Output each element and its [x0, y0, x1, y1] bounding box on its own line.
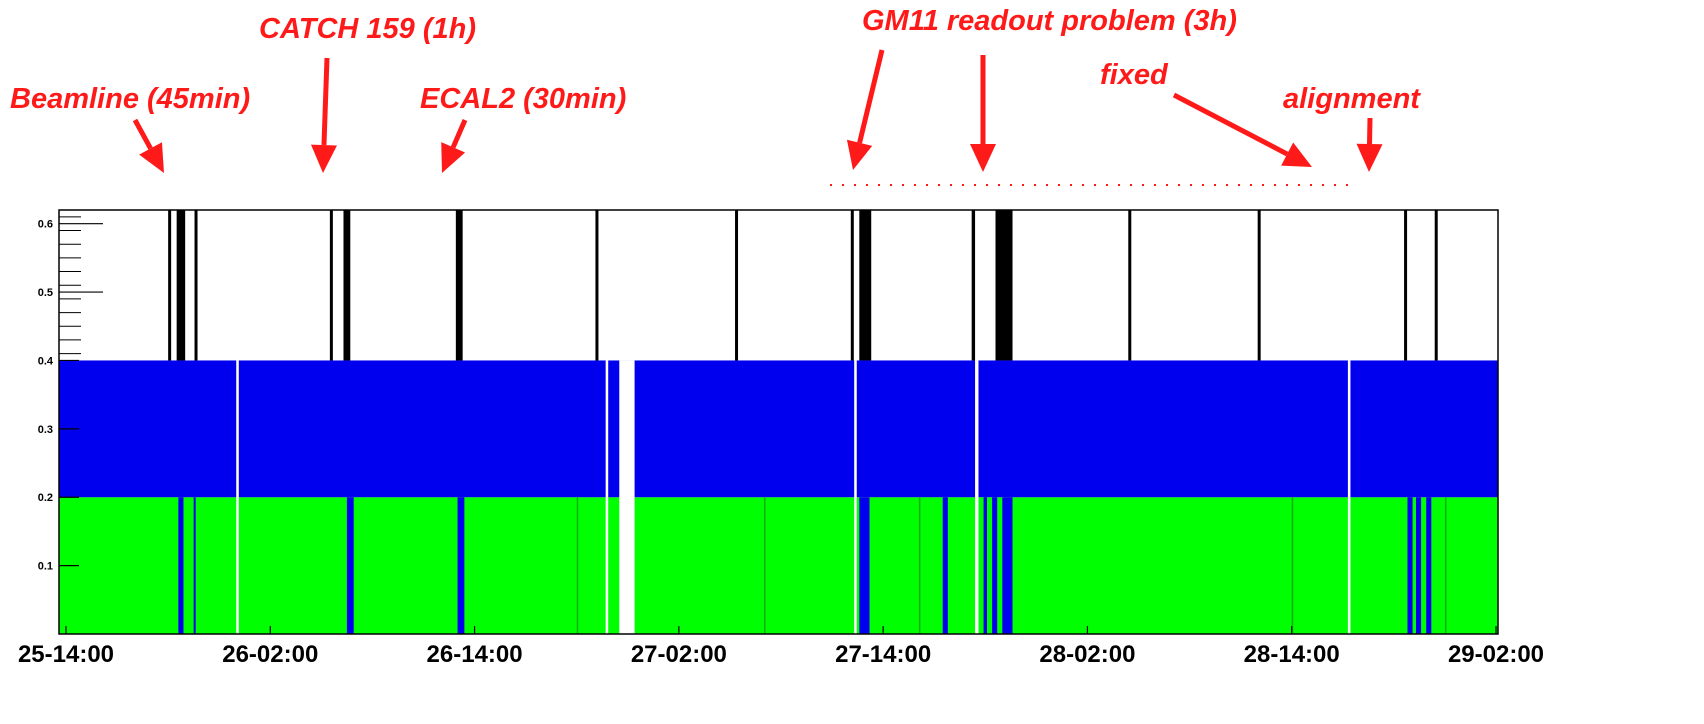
black-spike: [455, 210, 463, 361]
y-tick-label: 0.3: [38, 424, 53, 436]
blue-dip: [983, 497, 987, 634]
x-tick-label: 25-14:00: [18, 641, 114, 668]
plot-area: [59, 210, 1498, 634]
annotation-label: CATCH 159 (1h): [259, 13, 476, 45]
y-tick-label: 0.6: [38, 219, 53, 231]
blue-dip: [346, 497, 354, 634]
arrow-head: [1356, 143, 1383, 172]
axes: 0.1 0.2 0.3 0.4 0.5 0.6 25-14:00 26-02:00 26-14:…: [18, 209, 1544, 668]
x-tick-label: 26-02:00: [222, 641, 318, 668]
arrow-head: [846, 139, 873, 170]
x-tick-label: 28-14:00: [1244, 641, 1340, 668]
blue-dip: [178, 497, 184, 634]
black-spike: [1128, 210, 1132, 361]
black-spike: [1434, 210, 1438, 361]
gap: [236, 360, 239, 634]
blue-dip: [1002, 497, 1013, 634]
y-tick-label: 0.1: [38, 561, 53, 573]
annotations: Beamline (45min) CATCH 159 (1h) ECAL2 (30m…: [10, 5, 1421, 186]
black-spike: [859, 210, 872, 361]
gap: [605, 360, 609, 634]
annotation-label: ECAL2 (30min): [420, 83, 626, 115]
gap: [1347, 360, 1351, 634]
green-divider: [576, 497, 579, 634]
annotation-label: GM11 readout problem (3h): [862, 5, 1237, 37]
arrow-head: [310, 144, 337, 173]
arrow-head: [139, 142, 164, 173]
y-tick-label: 0.5: [38, 287, 53, 299]
blue-dip: [1407, 497, 1413, 634]
annotation-label: fixed: [1100, 59, 1169, 91]
green-divider: [1444, 497, 1447, 634]
blue-dip: [1415, 497, 1422, 634]
gap: [854, 360, 857, 634]
band-blue: [59, 360, 1498, 498]
arrow-head: [1281, 142, 1312, 167]
black-spike: [995, 210, 1013, 361]
arrow-shaft: [450, 119, 468, 149]
plot-frame: [58, 209, 1499, 635]
y-tick-label: 0.4: [38, 355, 54, 367]
black-spike: [595, 210, 599, 361]
green-divider: [918, 497, 921, 634]
black-spike: [971, 210, 976, 361]
black-spike: [1404, 210, 1408, 361]
x-tick-label: 29-02:00: [1448, 641, 1544, 668]
gap: [619, 360, 635, 634]
blue-dip: [193, 497, 196, 634]
gap: [975, 360, 979, 634]
blue-dip: [457, 497, 465, 634]
annotation-label: Beamline (45min): [10, 83, 250, 115]
band-green: [59, 497, 1498, 634]
y-tick-label: 0.2: [38, 492, 53, 504]
arrow-shaft: [857, 49, 885, 144]
blue-dip: [1426, 497, 1432, 634]
black-spike: [1257, 210, 1261, 361]
annotation-label: alignment: [1283, 83, 1421, 115]
black-spike: [735, 210, 739, 361]
black-spike: [194, 210, 198, 361]
arrow-shaft: [1172, 92, 1289, 157]
x-tick-label: 26-14:00: [427, 641, 523, 668]
x-tick-label: 28-02:00: [1039, 641, 1135, 668]
green-divider: [763, 497, 766, 634]
black-spike: [329, 210, 333, 361]
blue-dip: [942, 497, 948, 634]
black-spike: [176, 210, 186, 361]
black-spike: [343, 210, 351, 361]
arrow-head: [441, 142, 466, 173]
arrow-shaft: [321, 57, 330, 146]
x-tick-label: 27-14:00: [835, 641, 931, 668]
blue-dip: [859, 497, 870, 634]
x-tick-label: 27-02:00: [631, 641, 727, 668]
arrow-head: [970, 144, 996, 172]
green-divider: [1291, 497, 1294, 634]
arrow-shaft: [132, 118, 153, 150]
black-spike: [850, 210, 854, 361]
black-spike: [168, 210, 172, 361]
blue-dip: [992, 497, 998, 634]
